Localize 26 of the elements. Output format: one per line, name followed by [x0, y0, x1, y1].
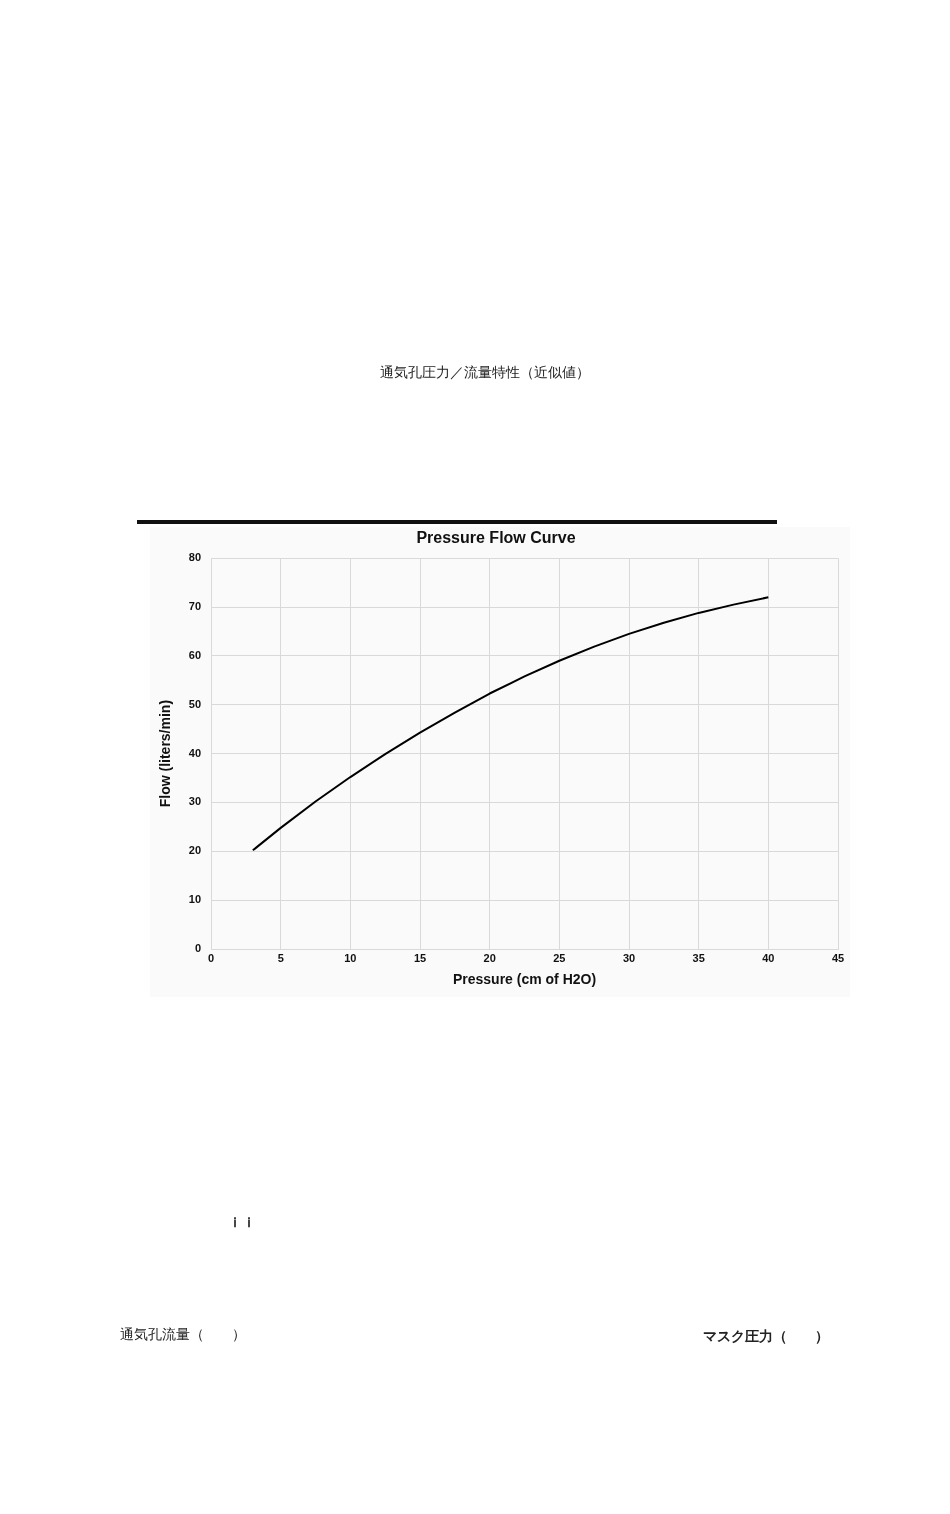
text: マスク圧力（ ） — [703, 1328, 829, 1346]
x-tick-label: 0 — [207, 951, 215, 964]
chart-title: Pressure Flow Curve — [416, 529, 576, 547]
y-tick-label: 60 — [188, 648, 202, 661]
text: ｉｉ — [228, 1214, 256, 1232]
y-tick-label: 30 — [188, 795, 202, 808]
x-tick-label: 15 — [413, 951, 427, 964]
y-tick-label: 0 — [194, 942, 202, 955]
text: 通気孔流量（ ） — [120, 1326, 246, 1344]
y-tick-label: 10 — [188, 893, 202, 906]
x-tick-label: 10 — [344, 951, 357, 964]
y-tick-label: 50 — [188, 697, 202, 710]
y-tick-label: 80 — [188, 551, 202, 564]
x-tick-label: 5 — [277, 951, 284, 964]
y-tick-label: 20 — [188, 844, 202, 857]
y-tick-label: 70 — [188, 600, 202, 613]
x-axis-title: Pressure (cm of H2O) — [452, 971, 597, 988]
text: 通気孔圧力／流量特性（近似値） — [380, 364, 590, 382]
y-tick-label: 40 — [188, 746, 202, 759]
x-tick-label: 20 — [483, 951, 496, 964]
x-tick-label: 25 — [553, 951, 566, 964]
x-tick-label: 40 — [762, 951, 775, 964]
x-tick-label: 35 — [692, 951, 705, 964]
x-tick-label: 30 — [622, 951, 636, 964]
x-tick-label: 45 — [831, 951, 845, 964]
y-axis-title: Flow (liters/min) — [157, 699, 174, 808]
